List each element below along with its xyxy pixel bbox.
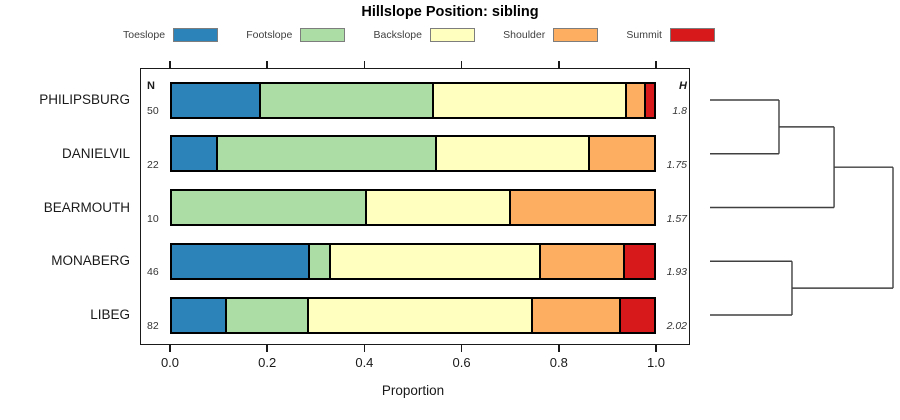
bar-segment-shoulder [509, 191, 654, 224]
bar-segment-backslope [432, 83, 626, 117]
x-tick-label: 1.0 [646, 355, 666, 370]
plot-box [140, 68, 690, 345]
x-tick-label: 0.2 [258, 355, 277, 370]
bar-segment-toeslope [172, 244, 309, 278]
bar-segment-footslope [225, 298, 308, 332]
row-label: MONABERG [51, 253, 130, 269]
n-value: 10 [147, 212, 159, 225]
bar-segment-toeslope [172, 83, 259, 117]
x-tick-label: 0.4 [355, 355, 374, 370]
legend-label-summit: Summit [626, 28, 662, 41]
legend-swatch-toeslope [173, 27, 219, 42]
x-tick [169, 61, 171, 68]
dendrogram-lines [710, 99, 894, 316]
row-label: DANIELVIL [61, 145, 130, 161]
row-label: PHILIPSBURG [39, 92, 130, 107]
row-label: BEARMOUTH [43, 199, 130, 215]
n-value: 82 [147, 320, 159, 332]
h-column-header: H [679, 80, 687, 92]
x-tick [266, 61, 268, 68]
x-tick [460, 61, 463, 68]
bar-row [170, 81, 656, 119]
x-tick [460, 345, 463, 352]
x-axis-label: Proportion [381, 383, 445, 398]
bar-segment-footslope [215, 137, 436, 171]
bar-segment-backslope [435, 137, 589, 171]
n-column-header: N [147, 80, 155, 92]
bar-row [170, 296, 656, 334]
x-tick [169, 345, 171, 352]
legend-item: Footslope [246, 27, 346, 42]
bar-segment-backslope [307, 298, 531, 332]
bar-segment-shoulder [588, 137, 654, 171]
h-value: 2.02 [666, 320, 687, 332]
n-value: 46 [147, 266, 159, 279]
bar-segment-backslope [329, 244, 539, 278]
bar-segment-toeslope [172, 298, 226, 332]
dendrogram [710, 99, 894, 316]
bar-segment-summit [644, 83, 654, 117]
bar-segment-shoulder [538, 244, 623, 278]
legend: Toeslope Footslope Backslope Shoulder Summit [123, 26, 715, 43]
x-tick-label: 0.0 [160, 355, 180, 370]
bar-segment-backslope [364, 191, 510, 224]
h-value: 1.93 [666, 266, 687, 279]
bar-segment-footslope [258, 83, 433, 117]
n-value: 50 [147, 105, 159, 117]
bar-segment-summit [618, 298, 654, 332]
bar-segment-footslope [308, 244, 330, 278]
bar-segment-toeslope [172, 137, 216, 171]
bar-segment-shoulder [625, 83, 645, 117]
legend-item: Shoulder [503, 27, 599, 42]
h-value: 1.75 [666, 158, 687, 171]
legend-item: Summit [626, 27, 715, 42]
bar-row [170, 189, 656, 226]
x-tick [363, 61, 366, 68]
legend-swatch-footslope [300, 27, 346, 42]
bar-segment-summit [622, 244, 654, 278]
bar-row [170, 135, 656, 173]
legend-label-footslope: Footslope [246, 28, 293, 41]
bar-segment-footslope [172, 191, 365, 224]
n-value: 22 [147, 158, 159, 171]
row-label: LIBEG [90, 307, 130, 322]
x-tick [266, 345, 268, 352]
legend-item: Backslope [373, 27, 475, 42]
legend-label-backslope: Backslope [373, 28, 422, 41]
x-tick [363, 345, 366, 352]
x-tick-label: 0.6 [452, 355, 471, 370]
legend-swatch-shoulder [553, 27, 599, 42]
legend-item: Toeslope [123, 27, 219, 42]
chart-title: Hillslope Position: sibling [361, 4, 539, 20]
bar-segment-shoulder [530, 298, 619, 332]
h-value: 1.8 [672, 105, 687, 117]
h-value: 1.57 [666, 212, 687, 225]
bar-row [170, 242, 656, 280]
legend-label-toeslope: Toeslope [123, 28, 166, 41]
x-tick [655, 61, 657, 68]
legend-swatch-backslope [429, 27, 475, 42]
x-tick [558, 345, 560, 352]
x-tick [558, 61, 560, 68]
legend-swatch-summit [669, 27, 715, 42]
legend-label-shoulder: Shoulder [503, 28, 546, 41]
x-tick [655, 345, 657, 352]
x-tick-label: 0.8 [549, 355, 568, 370]
